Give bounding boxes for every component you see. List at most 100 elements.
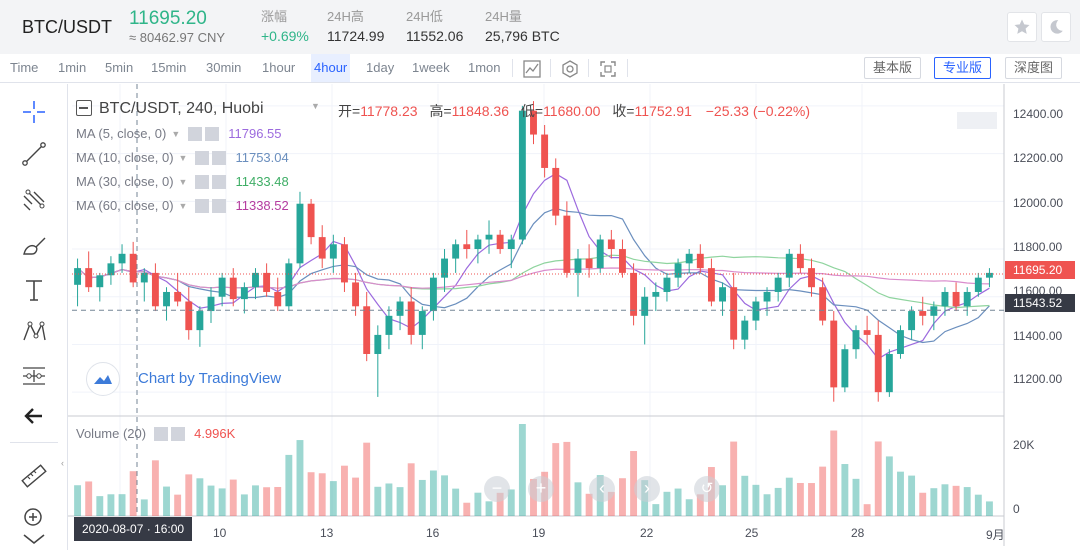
- candle-body: [74, 268, 82, 285]
- hide-toolbar-tool[interactable]: [16, 400, 52, 432]
- ma-line: [77, 267, 990, 289]
- ma10-legend[interactable]: MA (10, close, 0) ▼ 11753.04: [76, 150, 289, 165]
- tf-1min[interactable]: 1min: [58, 60, 87, 75]
- stat-change: 涨幅 +0.69%: [261, 8, 309, 46]
- reset-chart-button[interactable]: ↺: [694, 476, 720, 502]
- gear-icon[interactable]: [195, 174, 210, 189]
- trend-line-tool[interactable]: [16, 138, 52, 170]
- gear-icon[interactable]: [188, 126, 203, 141]
- stat-change-value: +0.69%: [261, 28, 309, 44]
- volume-bar: [897, 471, 904, 516]
- change-value: −25.33 (−0.22%): [705, 103, 811, 119]
- close-icon[interactable]: [212, 174, 227, 189]
- text-tool[interactable]: [16, 274, 52, 306]
- pitchfork-tool[interactable]: [16, 184, 52, 216]
- collapse-legend-button[interactable]: [76, 100, 92, 116]
- volume-legend[interactable]: Volume (20) 4.996K: [76, 426, 235, 441]
- expand-tools-button[interactable]: [14, 530, 54, 550]
- candle-body: [852, 330, 860, 350]
- candle-body: [563, 215, 571, 273]
- tf-1hour[interactable]: 1hour: [262, 60, 296, 75]
- favorite-button[interactable]: [1007, 12, 1037, 42]
- tf-1mon[interactable]: 1mon: [468, 60, 501, 75]
- time-axis-label: 19: [532, 526, 546, 540]
- pattern-icon: [23, 321, 46, 341]
- close-icon[interactable]: [205, 126, 220, 141]
- ma60-legend[interactable]: MA (60, close, 0) ▼ 11338.52: [76, 198, 289, 213]
- open-value: 11778.23: [360, 103, 418, 119]
- symbol-dropdown-icon[interactable]: ▼: [311, 101, 320, 111]
- candle-body: [763, 291, 771, 302]
- ma5-legend[interactable]: MA (5, close, 0) ▼ 11796.55: [76, 126, 282, 141]
- tf-1day[interactable]: 1day: [366, 60, 395, 75]
- volume-bar: [563, 441, 571, 516]
- zoom-in-button[interactable]: +: [528, 476, 554, 502]
- ticker-header: BTC/USDT 11695.20 ≈ 80462.97 CNY 涨幅 +0.6…: [0, 0, 1080, 54]
- ma30-legend[interactable]: MA (30, close, 0) ▼ 11433.48: [76, 174, 289, 189]
- tf-1week[interactable]: 1week: [412, 60, 450, 75]
- candle-body: [841, 349, 849, 388]
- settings-button[interactable]: [559, 58, 581, 80]
- pro-view-button[interactable]: 专业版: [934, 57, 992, 79]
- tradingview-watermark[interactable]: Chart by TradingView: [138, 370, 282, 387]
- toolbar-divider: [550, 59, 551, 77]
- candle-body: [151, 272, 159, 307]
- ruler-icon: [21, 464, 47, 488]
- scroll-left-button[interactable]: ‹: [589, 476, 615, 502]
- candle-body: [463, 244, 471, 250]
- depth-chart-button[interactable]: 深度图: [1005, 57, 1063, 79]
- ruler-tool[interactable]: [16, 460, 52, 492]
- close-icon[interactable]: [212, 150, 227, 165]
- close-icon[interactable]: [171, 426, 186, 441]
- basic-view-button[interactable]: 基本版: [864, 57, 922, 79]
- volume-bar: [841, 464, 849, 516]
- volume-bar: [174, 494, 182, 516]
- measure-tool[interactable]: [16, 358, 52, 390]
- gear-icon[interactable]: [195, 150, 210, 165]
- theme-toggle-button[interactable]: [1041, 12, 1071, 42]
- candle-body: [441, 258, 448, 278]
- volume-bar: [163, 486, 170, 516]
- scroll-right-button[interactable]: ›: [634, 476, 660, 502]
- fullscreen-button[interactable]: [597, 58, 619, 80]
- indicators-button[interactable]: [521, 58, 543, 80]
- candle-body: [663, 277, 671, 292]
- tradingview-logo: [86, 362, 120, 396]
- crosshair-tool[interactable]: [16, 96, 52, 128]
- candle-body: [652, 291, 660, 297]
- crosshair-time-tag: 2020-08-07 · 16:00: [74, 517, 193, 541]
- tf-30min[interactable]: 30min: [206, 60, 242, 75]
- moon-icon: [1050, 20, 1063, 34]
- ma10-label: MA (10, close, 0): [76, 150, 174, 165]
- zoom-in-tool[interactable]: [16, 502, 52, 534]
- volume-bar: [151, 460, 159, 516]
- tf-4hour[interactable]: 4hour: [311, 54, 351, 82]
- candle-body: [585, 258, 593, 269]
- ma60-value: 11338.52: [235, 198, 289, 213]
- gear-icon[interactable]: [195, 198, 210, 213]
- tf-time[interactable]: Time: [10, 60, 39, 75]
- gear-icon[interactable]: [154, 426, 169, 441]
- close-icon[interactable]: [212, 198, 227, 213]
- volume-bar: [229, 479, 237, 516]
- tf-15min[interactable]: 15min: [151, 60, 187, 75]
- crosshair-icon: [23, 101, 45, 123]
- volume-bar: [140, 499, 148, 516]
- tf-5min[interactable]: 5min: [105, 60, 134, 75]
- volume-bar: [196, 478, 204, 516]
- pattern-tool[interactable]: [16, 316, 52, 348]
- collapse-arrow-icon[interactable]: ‹: [61, 458, 64, 468]
- brush-tool[interactable]: [16, 230, 52, 262]
- candle-body: [696, 253, 704, 269]
- volume-bar: [85, 481, 93, 516]
- volume-bar: [685, 499, 693, 516]
- volume-bar: [507, 489, 515, 516]
- tool-divider: [10, 442, 58, 443]
- pitchfork-icon: [23, 189, 45, 211]
- candle-body: [685, 253, 693, 264]
- candle-body: [318, 237, 326, 259]
- volume-axis-label: 0: [1013, 502, 1020, 516]
- volume-bar: [96, 496, 104, 516]
- zoom-out-button[interactable]: −: [484, 476, 510, 502]
